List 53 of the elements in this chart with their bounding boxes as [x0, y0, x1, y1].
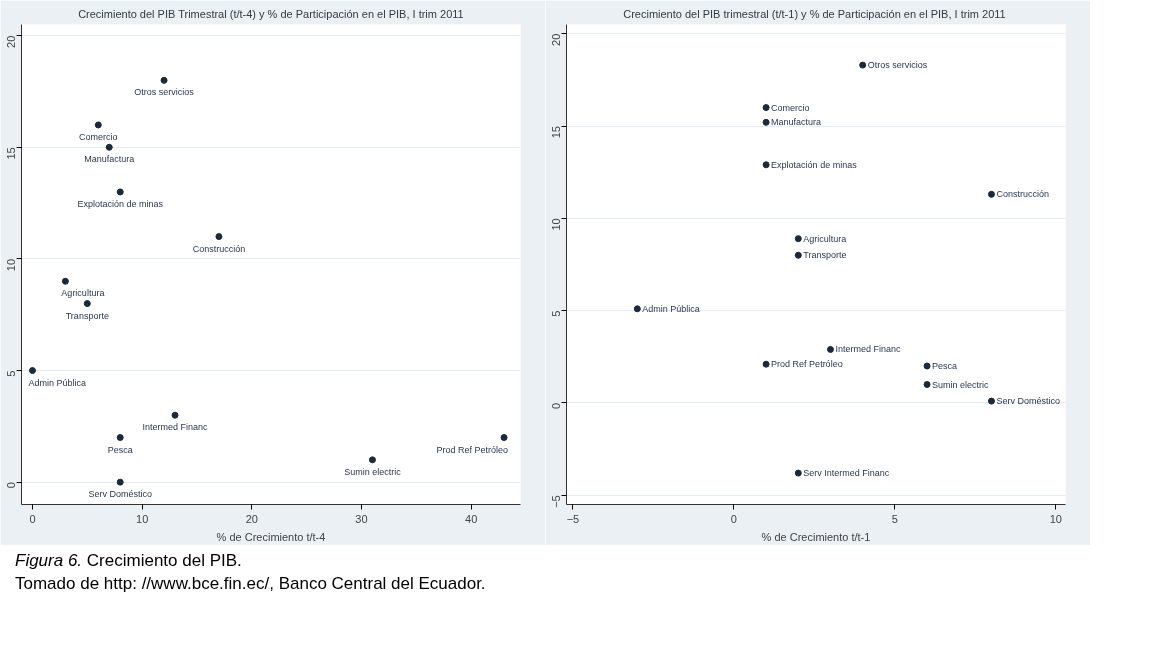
- x-tick-label: 5: [891, 512, 898, 525]
- x-axis-title: % de Crecimiento t/t-4: [216, 530, 326, 543]
- y-tick-label: −5: [550, 495, 563, 508]
- annotation: Sumin electric: [932, 379, 990, 390]
- annotation: Pesca: [932, 361, 958, 372]
- y-tick-label: 15: [550, 126, 563, 139]
- y-tick-label: 0: [550, 402, 563, 410]
- x-tick-label: 20: [245, 512, 258, 525]
- chart-title: Crecimiento del PIB Trimestral (t/t-4) y % de Participación en el PIB, I trim 2011: [78, 7, 464, 20]
- annotation: Construcción: [192, 243, 246, 254]
- annotation: Admin Pública: [642, 303, 700, 314]
- annotation: Pesca: [107, 444, 133, 455]
- annotation: Admin Pública: [28, 377, 86, 388]
- annotation: Serv Doméstico: [88, 489, 152, 500]
- annotation: Sumin electric: [344, 466, 402, 477]
- text: Tomado de http: //www.bce.fin.ec/, Banco Central del Ecuador.: [15, 573, 486, 593]
- annotation: Manufactura: [84, 154, 135, 165]
- x-tick-label: 0: [29, 512, 36, 525]
- annotation: Prod Ref Petróleo: [436, 444, 509, 455]
- x-tick-label: 0: [730, 512, 737, 525]
- annotation: Otros servicios: [867, 60, 928, 71]
- y-tick-label: 20: [5, 35, 18, 48]
- annotation: Otros servicios: [134, 87, 195, 98]
- annotation: Agricultura: [61, 288, 105, 299]
- annotation: Agricultura: [803, 233, 847, 244]
- x-tick-label: 30: [355, 512, 368, 525]
- annotation: Transporte: [803, 250, 847, 261]
- annotation: Intermed Financ: [835, 344, 902, 355]
- y-tick-label: 15: [5, 147, 18, 160]
- x-tick-label: 10: [136, 512, 149, 525]
- annotation: Serv Doméstico: [996, 396, 1060, 407]
- annotation: Intermed Financ: [142, 422, 209, 433]
- y-tick-label: 10: [5, 258, 18, 272]
- annotation: Comercio: [771, 102, 810, 113]
- y-tick-label: 5: [5, 370, 18, 377]
- x-tick-label: 10: [1049, 512, 1062, 525]
- x-axis-title: % de Crecimiento t/t-1: [761, 530, 871, 543]
- annotation: Prod Ref Petróleo: [771, 359, 843, 370]
- y-tick-label: 5: [550, 310, 563, 317]
- x-tick-label: 40: [465, 512, 478, 525]
- text: Figura 6. Crecimiento del PIB.: [15, 551, 242, 570]
- annotation: Construcción: [996, 189, 1049, 200]
- annotation: Transporte: [65, 310, 109, 321]
- annotation: Comercio: [79, 131, 118, 142]
- annotation: Explotación de minas: [771, 159, 858, 170]
- y-tick-label: 0: [5, 482, 18, 489]
- y-tick-label: 20: [550, 33, 563, 46]
- annotation: Explotación de minas: [77, 198, 164, 209]
- annotation: Serv Intermed Financ: [803, 468, 890, 479]
- x-tick-label: −5: [566, 512, 580, 525]
- chart-title: Crecimiento del PIB trimestral (t/t-1) y % de Participación en el PIB, I trim 2011: [623, 7, 1006, 20]
- annotation: Manufactura: [771, 117, 822, 128]
- y-tick-label: 10: [550, 218, 563, 231]
